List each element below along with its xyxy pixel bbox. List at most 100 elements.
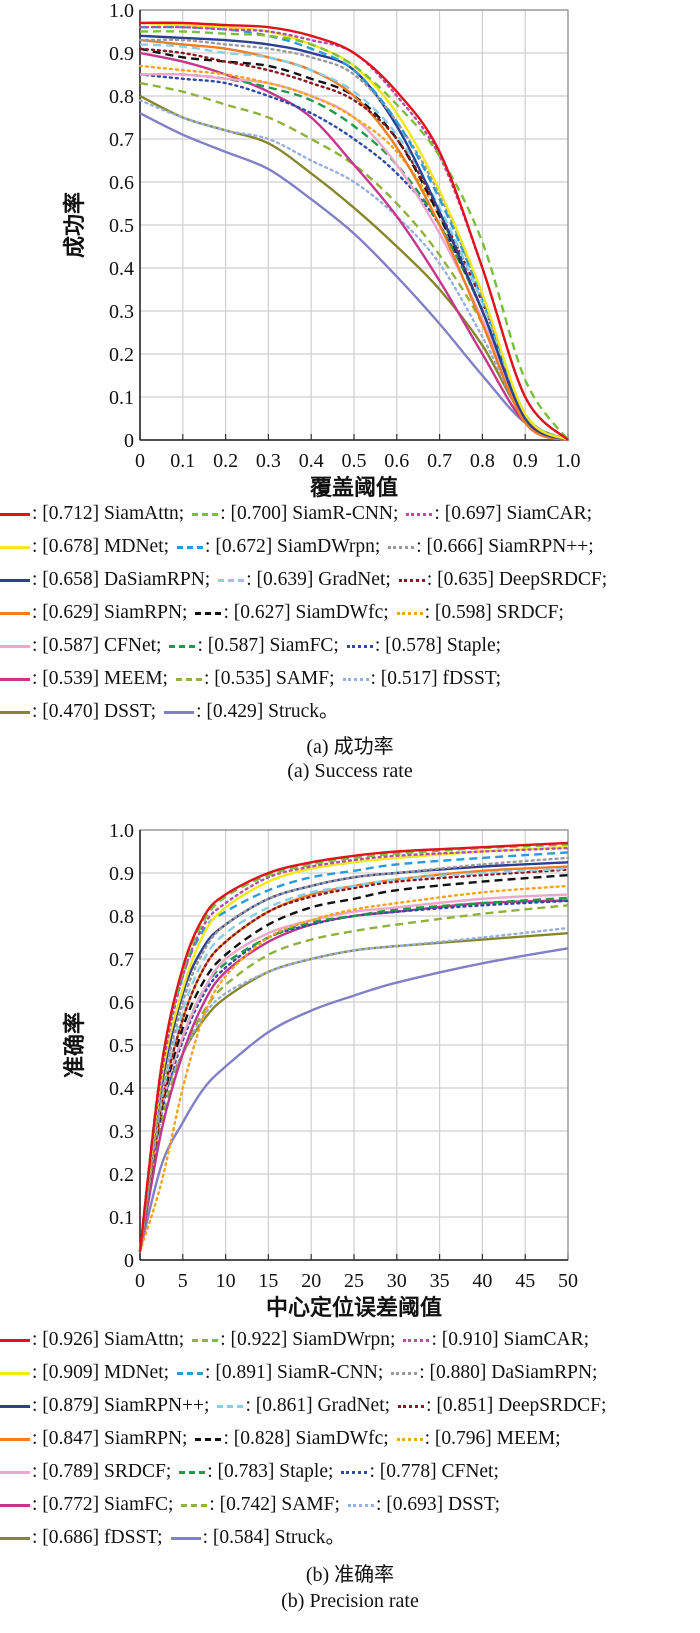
y-tick-label: 0.2 [109,1164,134,1186]
series-line-siamdwfc [138,873,569,1252]
y-tick-label: 0.4 [109,258,134,280]
legend-label: : [0.847] SiamRPN; [32,1428,188,1449]
y-tick-label: 0.4 [109,1078,134,1100]
legend-line-sample [0,1537,30,1541]
legend-line-sample [169,645,196,649]
legend-row: : [0.789] SRDCF;: [0.783] Staple;: [0.77… [0,1455,700,1488]
legend-label: : [0.783] Staple; [207,1461,334,1482]
series-line-gradnet [139,43,569,442]
legend-item: : [0.712] SiamAttn; [0,497,184,530]
x-tick-label: 0 [135,1270,145,1292]
legend-row: : [0.926] SiamAttn;: [0.922] SiamDWrpn;:… [0,1323,700,1356]
series-line-siamcar [138,846,570,1253]
series-line-siamr-cnn [138,851,569,1252]
legend-row: : [0.847] SiamRPN;: [0.828] SiamDWfc;: [… [0,1422,700,1455]
legend-label: : [0.639] GradNet; [246,569,391,590]
legend-line-sample [218,579,245,583]
y-tick-label: 0.6 [109,992,134,1014]
legend-item: : [0.686] fDSST; [0,1521,163,1554]
y-tick-label: 0.2 [109,344,134,366]
legend-item: : [0.587] CFNet; [0,629,161,662]
legend-line-sample [388,546,415,550]
series-line-fdsst [138,99,570,442]
legend-item: : [0.535] SAMF; [175,662,335,695]
legend-item: : [0.891] SiamR-CNN; [177,1356,383,1389]
legend-item: : [0.879] SiamRPN++; [0,1389,209,1422]
legend-label: : [0.880] DaSiamRPN; [419,1362,598,1383]
legend-line-sample [0,513,30,517]
legend-line-sample [0,678,30,682]
legend-line-sample [0,645,30,649]
legend-line-sample [0,711,30,715]
legend-line-sample [175,678,202,682]
legend-item: : [0.796] MEEM; [396,1422,561,1455]
legend-label: : [0.693] DSST; [375,1494,501,1515]
legend-item: : [0.922] SiamDWrpn; [192,1323,395,1356]
legend-row: : [0.539] MEEM;: [0.535] SAMF;: [0.517] … [0,662,700,695]
y-tick-label: 0.9 [109,863,134,885]
x-tick-label: 50 [558,1270,578,1292]
legend-item: : [0.672] SiamDWrpn; [177,530,380,563]
series-line-meem [139,51,569,442]
legend-label: : [0.772] SiamFC; [32,1494,174,1515]
legend-item: : [0.635] DeepSRDCF; [398,563,608,596]
series-line-struck [139,112,569,442]
legend-row: : [0.658] DaSiamRPN; : [0.639] GradNet; : … [0,563,700,596]
legend-item: : [0.639] GradNet; [218,563,391,596]
legend-item: : [0.587] SiamFC; [169,629,339,662]
series-line-siamattn [138,841,569,1252]
legend-line-sample [0,579,30,583]
success-caption-cn: (a) 成功率 [306,736,394,758]
precision-caption-en: (b) Precision rate [281,1590,419,1612]
success-caption-en: (a) Success rate [287,760,413,782]
series-line-struck [138,947,569,1252]
legend-label: : [0.922] SiamDWrpn; [220,1329,396,1350]
legend-line-sample [346,645,373,649]
legend-label: : [0.891] SiamR-CNN; [205,1362,384,1383]
y-tick-label: 0.1 [109,1207,134,1229]
legend-label: : [0.627] SiamDWfc; [223,602,389,623]
legend-line-sample [406,513,433,517]
legend-line-sample [177,1372,204,1376]
y-tick-label: 0.8 [109,906,134,928]
legend-row: : [0.879] SiamRPN++;: [0.861] GradNet;: … [0,1389,700,1422]
legend-item: : [0.909] MDNet; [0,1356,169,1389]
legend-item: : [0.629] SiamRPN; [0,596,187,629]
legend-line-sample [341,1471,368,1475]
legend-label: : [0.598] SRDCF; [424,602,564,623]
y-tick-label: 1.0 [109,820,134,842]
legend-label: : [0.470] DSST; [32,701,157,722]
legend-item: : [0.693] DSST; [347,1488,501,1521]
x-tick-label: 0.8 [470,450,495,472]
success-rate-chart: 0 0.1 0.2 0.3 0.4 0.5 0.6 0.7 0.8 0.9 1.0 0 0.1 0.2 0.… [62,0,581,500]
legend-label: : [0.861] GradNet; [245,1395,391,1416]
precision-caption-cn: (b) 准确率 [305,1564,395,1586]
y-tick-label: 0.9 [109,43,134,65]
legend-label: : [0.686] fDSST; [32,1527,163,1548]
legend-line-sample [342,678,369,682]
legend-label: : [0.635] DeepSRDCF; [426,569,608,590]
legend-label: : [0.796] MEEM; [424,1428,561,1449]
legend-item: : [0.658] DaSiamRPN; [0,563,210,596]
legend-label: : [0.909] MDNet; [32,1362,170,1383]
legend-row: : [0.686] fDSST;: [0.584] Struck。 [0,1521,700,1554]
legend-item: : [0.772] SiamFC; [0,1488,173,1521]
legend-item: : [0.789] SRDCF; [0,1455,171,1488]
legend-line-sample [398,1405,425,1409]
legend-item: : [0.783] Staple; [179,1455,333,1488]
legend-line-sample [164,711,195,715]
legend-label: : [0.742] SAMF; [209,1494,340,1515]
y-tick-label: 0.1 [109,387,134,409]
x-tick-label: 45 [515,1270,535,1292]
legend-row: : [0.909] MDNet; : [0.891] SiamR-CNN; : [0… [0,1356,700,1389]
series-line-dsst [138,926,570,1253]
legend-label: : [0.700] SiamR-CNN; [220,503,399,524]
legend-item: : [0.539] MEEM; [0,662,168,695]
x-tick-label: 0.2 [213,450,238,472]
series-line-samf [138,904,569,1252]
legend-item: : [0.847] SiamRPN; [0,1422,187,1455]
legend-item: : [0.517] fDSST; [342,662,501,695]
legend-line-sample [192,1339,219,1343]
legend-line-sample [179,1471,206,1475]
x-tick-label: 25 [344,1270,364,1292]
